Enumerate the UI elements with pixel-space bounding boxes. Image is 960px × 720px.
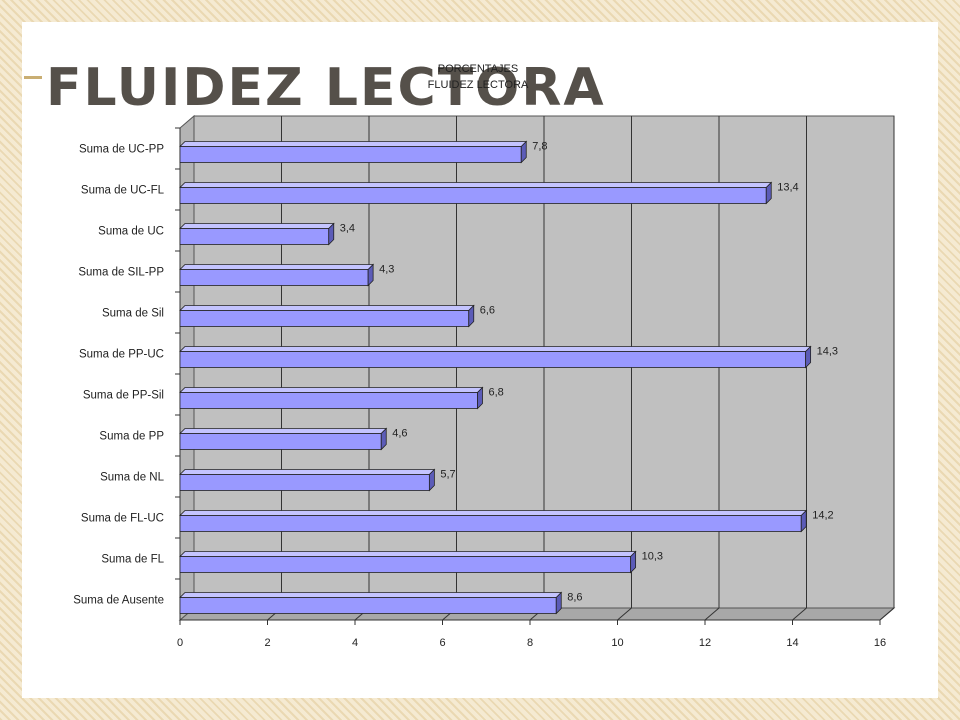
bar-side-face <box>428 468 435 492</box>
bar <box>179 228 330 245</box>
bar <box>179 433 382 450</box>
data-label: 7,8 <box>532 141 547 153</box>
x-tick-label: 6 <box>439 637 445 649</box>
chart-title-line-1: PORCENTAJES <box>438 63 518 75</box>
bar-top-face <box>179 510 808 516</box>
bar-top-face <box>179 223 335 229</box>
bar-side-face <box>380 427 387 451</box>
x-tick-label: 4 <box>352 637 358 649</box>
bar-top-face <box>179 469 436 475</box>
bar-side-face <box>765 181 772 205</box>
bar-side-face <box>367 263 374 287</box>
data-label: 13,4 <box>777 182 798 194</box>
bar-top-face <box>179 264 375 270</box>
bar <box>179 351 807 368</box>
data-label: 6,8 <box>489 387 504 399</box>
data-label: 14,2 <box>812 510 833 522</box>
category-label: Suma de PP-Sil <box>83 390 164 402</box>
data-label: 8,6 <box>567 592 582 604</box>
gridline-floor <box>792 607 807 621</box>
chart-title-line-2: FLUIDEZ LECTORA <box>428 79 529 91</box>
bar <box>179 515 802 532</box>
bar-top-face <box>179 551 637 557</box>
gridline-floor <box>879 607 895 621</box>
slide-title: FLUIDEZ LECTORA <box>46 58 606 118</box>
data-label: 3,4 <box>340 223 355 235</box>
x-tick-label: 10 <box>611 637 623 649</box>
category-label: Suma de Sil <box>102 308 164 320</box>
category-label: Suma de FL-UC <box>81 513 164 525</box>
data-label: 4,6 <box>392 428 407 440</box>
x-tick-label: 14 <box>786 637 798 649</box>
category-label: Suma de PP-UC <box>79 349 164 361</box>
data-label: 10,3 <box>642 551 663 563</box>
x-tick-label: 2 <box>264 637 270 649</box>
category-label: Suma de SIL-PP <box>78 267 164 279</box>
bar <box>179 187 767 204</box>
bar <box>179 392 478 409</box>
bar-top-face <box>179 182 773 188</box>
bar-side-face <box>328 222 335 246</box>
bar-side-face <box>630 550 637 574</box>
data-label: 14,3 <box>817 346 838 358</box>
gridline-floor <box>704 607 720 621</box>
category-label: Suma de FL <box>101 554 164 566</box>
gridline-floor <box>617 607 632 621</box>
bar <box>179 269 369 286</box>
bar-side-face <box>520 140 527 164</box>
data-label: 4,3 <box>379 264 394 276</box>
bar-top-face <box>179 346 812 352</box>
category-label: Suma de UC <box>98 226 164 238</box>
labels: 0 2 4 6 8 10 12 14 16 Suma de UC-PP 7,8 Suma de UC-… <box>73 141 886 650</box>
data-label: 5,7 <box>440 469 455 481</box>
category-label: Suma de UC-PP <box>79 144 164 156</box>
bar-top-face <box>179 387 484 393</box>
category-label: Suma de UC-FL <box>81 185 165 197</box>
data-label: 6,6 <box>480 305 495 317</box>
title-accent <box>24 76 42 79</box>
bar-side-face <box>477 386 483 410</box>
bar-side-face <box>468 304 475 328</box>
x-tick-label: 16 <box>874 637 886 649</box>
bar <box>179 597 557 614</box>
category-label: Suma de Ausente <box>73 595 164 607</box>
bar <box>179 310 470 327</box>
x-tick-label: 12 <box>699 637 711 649</box>
bar-side-face <box>800 509 807 533</box>
bar <box>179 474 430 491</box>
bar-top-face <box>179 592 563 598</box>
bar-top-face <box>179 305 475 311</box>
bar-top-face <box>179 141 528 147</box>
bar <box>179 556 632 573</box>
bar-side-face <box>805 345 812 369</box>
bar-top-face <box>179 428 388 434</box>
bar <box>179 146 522 163</box>
bar-side-face <box>555 591 562 615</box>
category-label: Suma de NL <box>100 472 165 484</box>
category-label: Suma de PP <box>99 431 164 443</box>
bars <box>179 140 812 615</box>
x-tick-label: 8 <box>527 637 533 649</box>
x-tick-label: 0 <box>177 637 183 649</box>
